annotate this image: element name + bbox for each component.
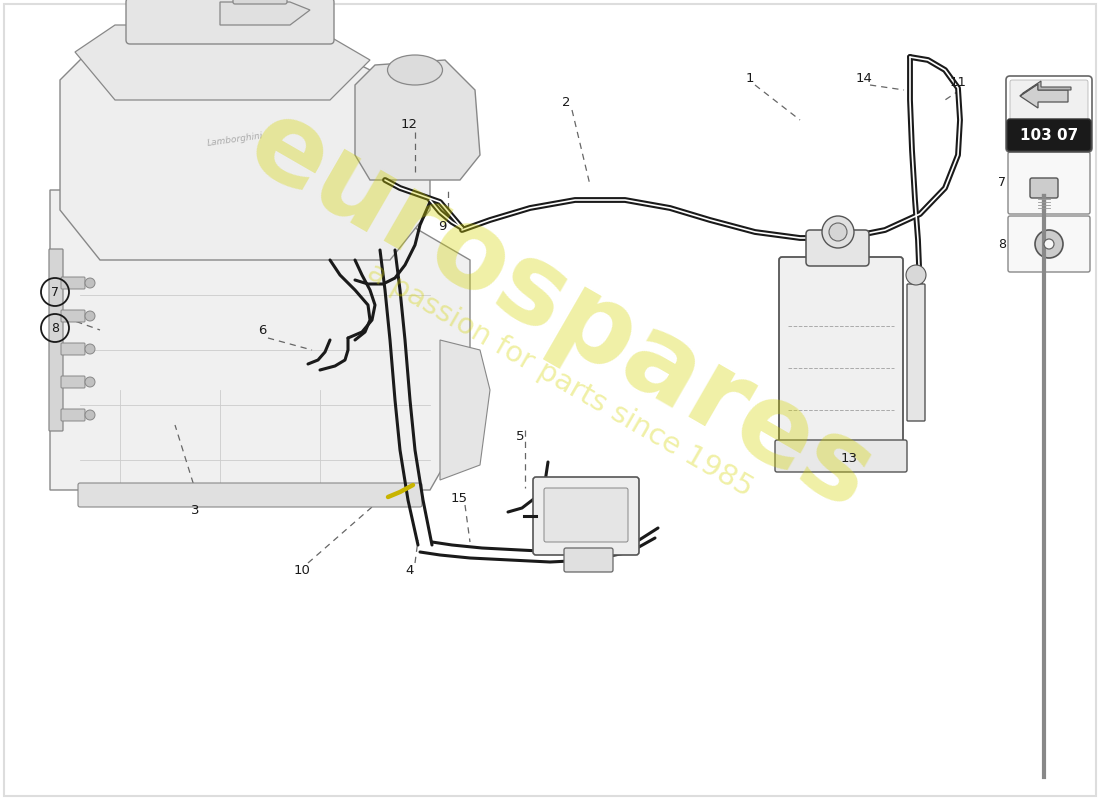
Circle shape (85, 311, 95, 321)
Text: 11: 11 (949, 75, 967, 89)
FancyBboxPatch shape (1006, 76, 1092, 152)
Text: 10: 10 (294, 563, 310, 577)
FancyBboxPatch shape (1030, 178, 1058, 198)
FancyBboxPatch shape (50, 249, 63, 431)
FancyBboxPatch shape (126, 0, 334, 44)
FancyBboxPatch shape (1010, 80, 1088, 124)
Text: 13: 13 (840, 451, 858, 465)
Text: 3: 3 (190, 505, 199, 518)
Circle shape (906, 265, 926, 285)
Polygon shape (60, 40, 430, 260)
FancyBboxPatch shape (1006, 119, 1091, 151)
Text: 12: 12 (400, 118, 418, 131)
FancyBboxPatch shape (60, 343, 85, 355)
Text: 4: 4 (406, 563, 415, 577)
FancyBboxPatch shape (806, 230, 869, 266)
Circle shape (85, 377, 95, 387)
FancyBboxPatch shape (60, 310, 85, 322)
Text: 15: 15 (451, 491, 468, 505)
Ellipse shape (387, 55, 442, 85)
Text: 5: 5 (516, 430, 525, 443)
Circle shape (85, 344, 95, 354)
FancyBboxPatch shape (779, 257, 903, 448)
Polygon shape (220, 2, 310, 25)
FancyBboxPatch shape (534, 477, 639, 555)
FancyBboxPatch shape (60, 277, 85, 289)
Text: 103 07: 103 07 (1020, 127, 1078, 142)
FancyBboxPatch shape (776, 440, 908, 472)
Circle shape (829, 223, 847, 241)
Text: 14: 14 (856, 71, 872, 85)
Circle shape (85, 410, 95, 420)
Polygon shape (75, 25, 370, 100)
Text: 6: 6 (257, 325, 266, 338)
FancyBboxPatch shape (564, 548, 613, 572)
FancyBboxPatch shape (78, 483, 422, 507)
FancyBboxPatch shape (60, 376, 85, 388)
Circle shape (1044, 239, 1054, 249)
Text: Lamborghini: Lamborghini (207, 132, 264, 148)
Text: 7: 7 (998, 177, 1006, 190)
FancyBboxPatch shape (908, 284, 925, 421)
Polygon shape (1020, 84, 1068, 108)
Text: 8: 8 (998, 238, 1006, 250)
FancyBboxPatch shape (544, 488, 628, 542)
Text: 2: 2 (562, 97, 570, 110)
FancyBboxPatch shape (233, 0, 287, 4)
Text: 8: 8 (51, 322, 59, 334)
Polygon shape (355, 60, 480, 180)
Text: eurospares: eurospares (229, 88, 891, 532)
Circle shape (1035, 230, 1063, 258)
Text: 7: 7 (51, 286, 59, 298)
Polygon shape (50, 190, 470, 490)
Polygon shape (440, 340, 490, 480)
FancyBboxPatch shape (1008, 152, 1090, 214)
Text: 9: 9 (438, 221, 447, 234)
Text: a passion for parts since 1985: a passion for parts since 1985 (362, 258, 758, 502)
FancyBboxPatch shape (60, 409, 85, 421)
Polygon shape (1020, 81, 1071, 96)
Circle shape (85, 278, 95, 288)
Text: 1: 1 (746, 71, 755, 85)
Circle shape (822, 216, 854, 248)
FancyBboxPatch shape (1008, 216, 1090, 272)
